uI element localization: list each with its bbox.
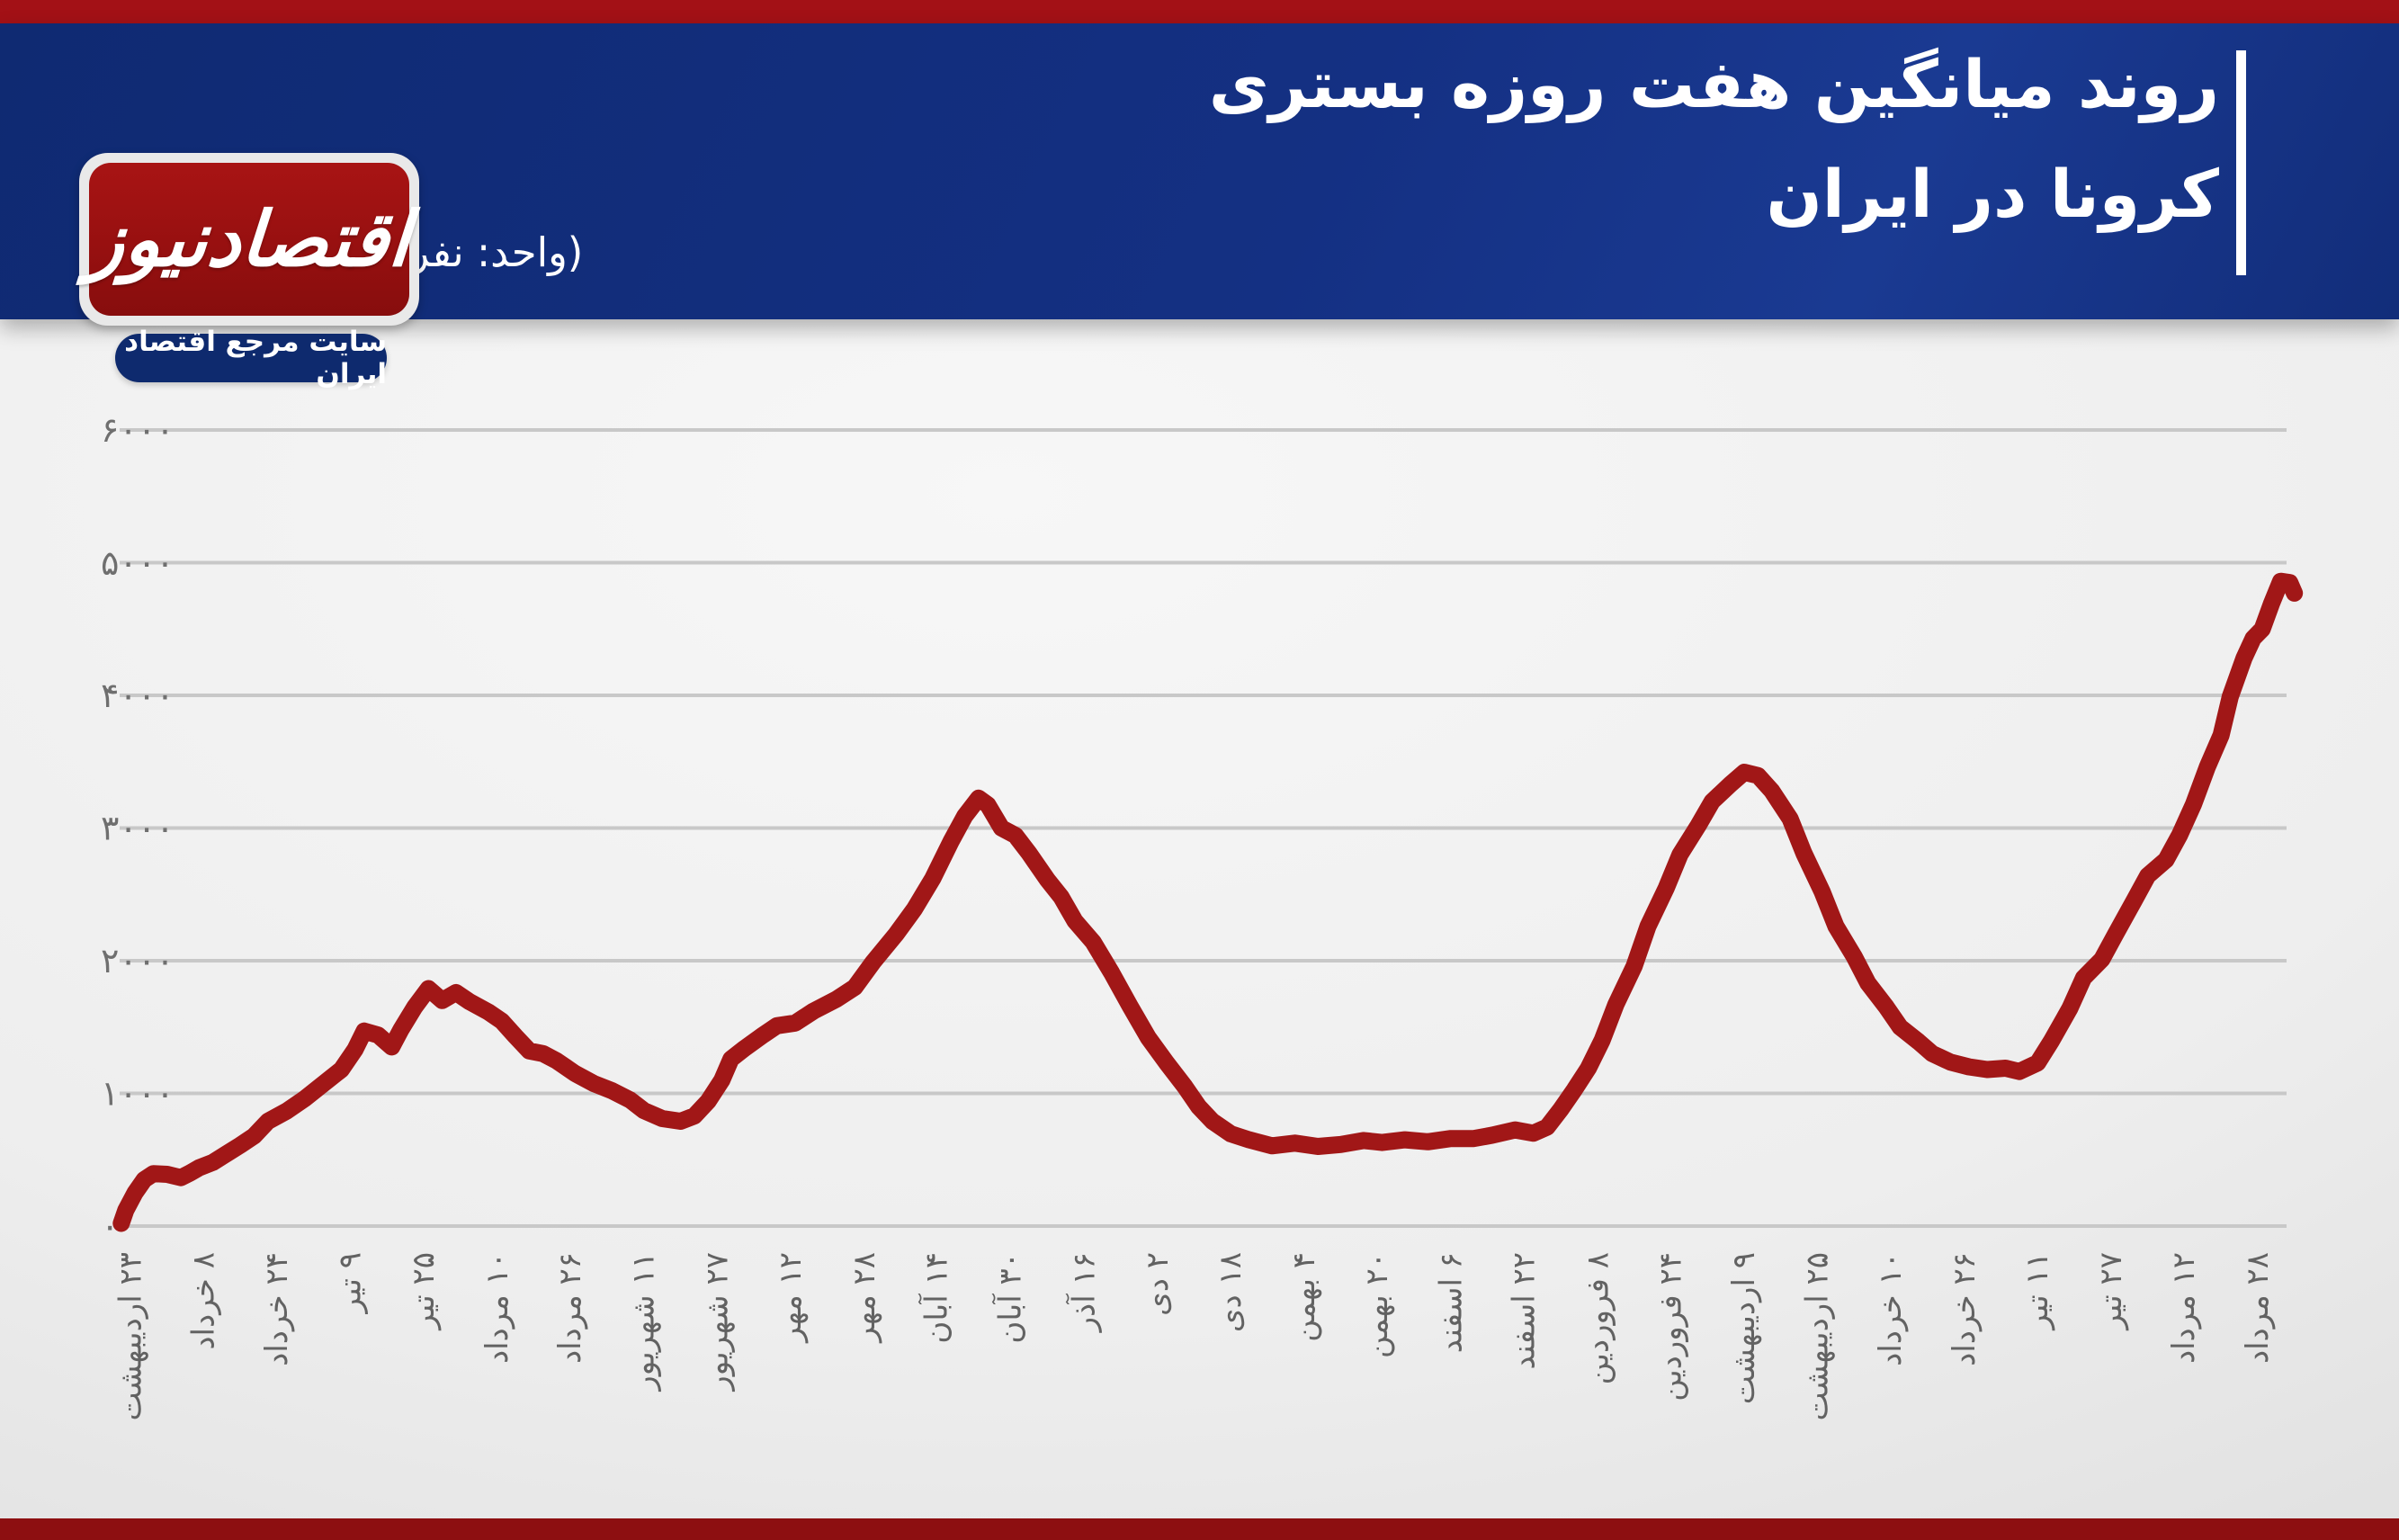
- top-red-strip: [0, 0, 2399, 23]
- y-axis-label: ۰: [101, 1206, 119, 1246]
- logo: اقتصادنیوز: [79, 153, 419, 326]
- chart-title: روند میانگین هفت روزه بستری کرونا در ایر…: [1209, 31, 2219, 250]
- y-axis-label: ۲۰۰۰: [101, 941, 175, 980]
- y-axis-label: ۴۰۰۰: [101, 676, 175, 715]
- bottom-red-strip: [0, 1518, 2399, 1540]
- series-line: [112, 572, 2304, 1232]
- title-line-1: روند میانگین هفت روزه بستری: [1208, 47, 2219, 123]
- logo-box: اقتصادنیوز: [85, 163, 413, 316]
- y-axis-label: ۱۰۰۰: [101, 1074, 175, 1114]
- y-axis-label: ۳۰۰۰: [101, 809, 175, 848]
- unit-label: (واحد: نفر): [394, 228, 584, 276]
- y-axis-label: ۵۰۰۰: [101, 543, 175, 583]
- title-accent-bar: [2236, 50, 2246, 275]
- title-line-2: کرونا در ایران: [1766, 157, 2219, 233]
- y-axis-label: ۶۰۰۰: [101, 410, 175, 450]
